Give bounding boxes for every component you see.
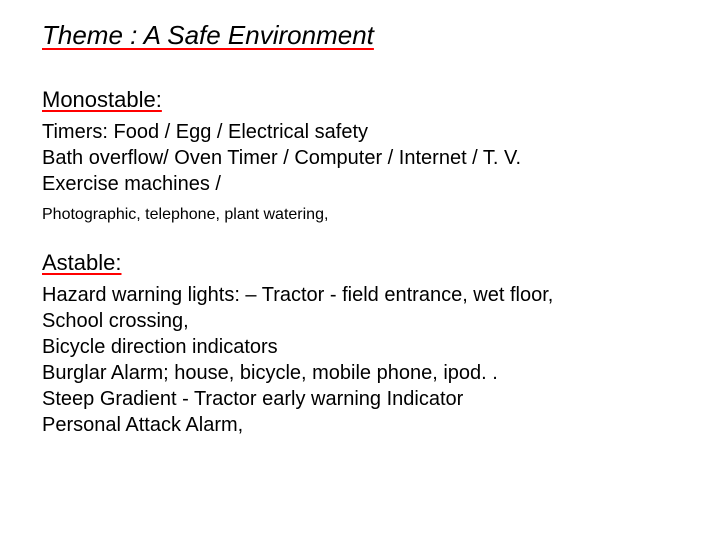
monostable-body: Timers: Food / Egg / Electrical safetyBa… — [42, 119, 680, 197]
slide-container: Theme : A Safe Environment Monostable: T… — [0, 0, 720, 540]
slide-title: Theme : A Safe Environment — [42, 20, 680, 51]
section-heading-monostable: Monostable: — [42, 87, 680, 113]
astable-body: Hazard warning lights: – Tractor - field… — [42, 282, 680, 438]
monostable-small: Photographic, telephone, plant watering, — [42, 205, 680, 226]
section-heading-astable: Astable: — [42, 250, 680, 276]
